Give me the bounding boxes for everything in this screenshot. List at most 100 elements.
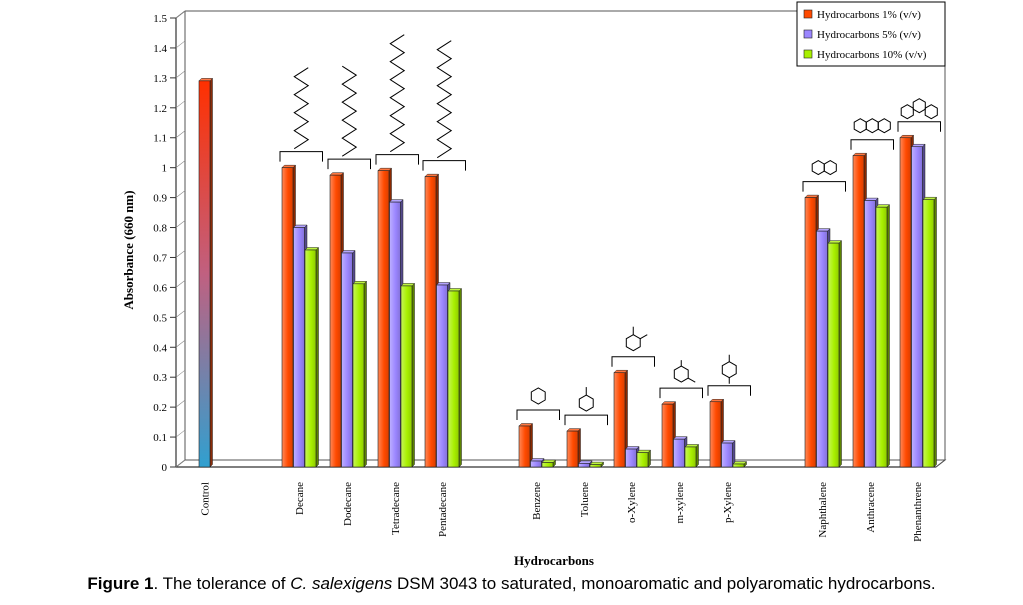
y-tick-depth	[175, 459, 186, 468]
y-tick-depth	[175, 190, 186, 198]
bar-front	[613, 372, 626, 468]
bar-front	[389, 201, 401, 468]
bar-top	[281, 164, 297, 168]
bar-top	[352, 281, 368, 285]
bar-top	[577, 460, 593, 464]
y-tick-depth	[175, 70, 186, 79]
x-tick-label-dodecane: Dodecane	[342, 482, 354, 526]
bar-side	[411, 282, 415, 468]
methyl-group-icon	[640, 334, 648, 340]
bar-toluene-1	[566, 427, 582, 468]
y-tick-label: 1.5	[153, 13, 167, 25]
bar-front	[827, 242, 840, 468]
bar-top	[899, 134, 915, 138]
bar-front	[899, 137, 912, 468]
legend-box	[796, 1, 946, 67]
x-tick-label-control: Control	[200, 482, 212, 516]
bar-front	[816, 230, 828, 468]
bar-top	[566, 428, 582, 432]
bar-front	[341, 252, 353, 468]
y-tick-depth	[175, 40, 186, 49]
bar-top	[541, 459, 557, 463]
bar-front	[673, 438, 685, 468]
anthracene-ring-icon	[865, 118, 879, 134]
bar-front	[293, 227, 305, 468]
legend-swatch	[803, 29, 813, 39]
o-xylene-ring-icon	[625, 334, 641, 352]
x-tick-label-benzene: Benzene	[531, 482, 543, 520]
y-tick-depth	[175, 250, 186, 258]
bar-front	[436, 284, 448, 468]
anthracene-ring-icon	[877, 118, 891, 134]
alkane-chain-icon	[293, 67, 310, 150]
structure-bracket	[327, 158, 371, 170]
bar-top	[684, 444, 700, 448]
bar-front	[732, 463, 745, 468]
bar-top	[340, 250, 356, 254]
bar-top	[709, 398, 725, 402]
legend-label: Hydrocarbons 5% (v/v)	[817, 29, 921, 41]
bar-toluene-3	[589, 461, 605, 468]
naphthalene-ring-icon	[811, 160, 825, 176]
legend-swatch	[803, 9, 813, 19]
bar-top	[624, 446, 640, 450]
y-tick-depth	[175, 340, 186, 348]
bar-top	[827, 240, 843, 244]
bar-side	[315, 246, 319, 468]
naphthalene-ring-icon	[823, 160, 837, 176]
bar-benzene-3	[541, 459, 557, 468]
bar-top	[518, 423, 534, 427]
structure-bracket	[897, 121, 941, 132]
bar-top	[875, 204, 891, 208]
bar-top	[589, 461, 605, 465]
bar-side	[363, 280, 367, 468]
bar-side	[838, 239, 842, 468]
structure-bracket	[516, 409, 560, 420]
bar-p-xylene-3	[732, 460, 748, 468]
structure-bracket	[564, 414, 608, 426]
bar-top	[529, 458, 545, 462]
bar-pentadecane-3	[447, 287, 463, 468]
y-tick-depth	[175, 220, 186, 228]
x-tick-label-toluene: Toluene	[579, 482, 591, 517]
legend-label: Hydrocarbons 1% (v/v)	[817, 9, 921, 21]
bar-front	[304, 249, 317, 468]
bar-front	[424, 176, 437, 468]
bar-top	[732, 461, 748, 465]
bar-top	[447, 288, 463, 292]
chart: 0 0.1 0.2 0.3 0.4 0.5 0.6 0.7 0.8 0.9 1 1.1 1.2 1.3 1.…	[121, 1, 947, 568]
bar-top	[804, 194, 820, 198]
bar-front	[636, 452, 649, 468]
structure-bracket	[802, 181, 846, 192]
y-tick-depth	[175, 369, 186, 378]
legend: Hydrocarbons 1% (v/v) Hydrocarbons 5% (v/…	[796, 1, 946, 67]
y-tick-depth	[175, 100, 186, 109]
bar-front	[530, 460, 542, 468]
bar-front	[661, 403, 674, 468]
y-tick-label: 0.6	[153, 282, 167, 294]
y-tick-depth	[175, 130, 186, 138]
x-tick-label-tetradecane: Tetradecane	[390, 482, 402, 535]
x-tick-label-naphthalene: Naphthalene	[817, 482, 829, 538]
bar-side	[695, 443, 699, 468]
y-tick-label: 1.1	[153, 133, 167, 145]
figure-caption: Figure 1. The tolerance of C. salexigens…	[0, 574, 1023, 594]
legend-label: Hydrocarbons 10% (v/v)	[817, 49, 927, 61]
phenanthrene-ring-icon	[924, 104, 938, 120]
bar-side	[933, 196, 937, 468]
methyl-group-icon	[688, 377, 696, 383]
x-tick-label-p-xylene: p-Xylene	[722, 482, 734, 523]
alkane-chain-icon	[436, 40, 453, 159]
frame-edge	[935, 459, 946, 468]
bar-top	[424, 173, 440, 177]
bar-dodecane-3	[352, 280, 368, 468]
caption-text-1: . The tolerance of	[153, 574, 291, 593]
m-xylene-ring-icon	[673, 365, 689, 383]
phenanthrene-ring-icon	[912, 98, 926, 114]
x-tick-label-pentadecane: Pentadecane	[437, 482, 449, 537]
bar-top	[377, 167, 393, 171]
bar-o-xylene-3	[636, 449, 652, 468]
y-tick-label: 0.8	[153, 223, 167, 235]
bar-front	[400, 285, 413, 468]
y-tick-depth	[175, 429, 186, 438]
